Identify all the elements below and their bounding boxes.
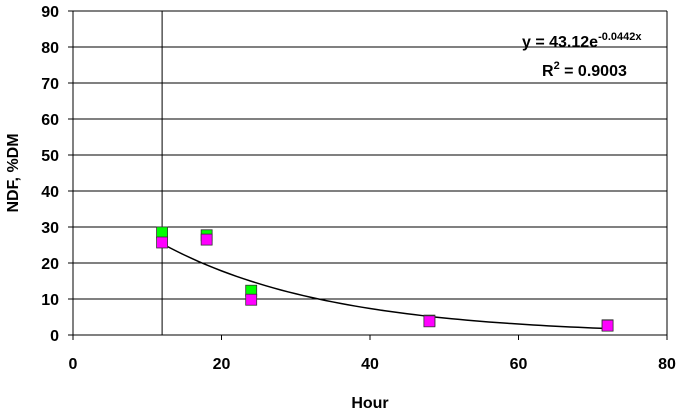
r-squared-exp: 2 bbox=[554, 60, 560, 72]
equation: y = 43.12e-0.0442x bbox=[522, 31, 642, 51]
r-squared: R2 = 0.9003 bbox=[542, 60, 627, 80]
y-tick-label: 80 bbox=[41, 40, 59, 57]
equation-exponent: -0.0442x bbox=[598, 31, 642, 43]
y-tick-label: 50 bbox=[41, 148, 59, 165]
y-tick-label: 40 bbox=[41, 184, 59, 201]
equation-main: y = 43.12e bbox=[522, 34, 598, 51]
x-tick-label: 60 bbox=[510, 356, 528, 373]
trendline bbox=[161, 243, 608, 330]
r-squared-r: R bbox=[542, 63, 554, 80]
x-tick-label: 80 bbox=[658, 356, 676, 373]
y-tick-label: 0 bbox=[50, 328, 59, 345]
point bbox=[245, 293, 258, 306]
y-tick-label: 10 bbox=[41, 292, 59, 309]
y-tick-label: 90 bbox=[41, 4, 59, 21]
point bbox=[200, 233, 213, 246]
x-tick-label: 40 bbox=[361, 356, 379, 373]
y-tick-label: 20 bbox=[41, 256, 59, 273]
point bbox=[423, 315, 436, 328]
y-tick-label: 30 bbox=[41, 220, 59, 237]
x-tick-label: 20 bbox=[213, 356, 231, 373]
y-axis-title: NDF, %DM bbox=[5, 133, 22, 212]
x-tick-label: 0 bbox=[69, 356, 78, 373]
point bbox=[156, 236, 169, 249]
x-axis-title: Hour bbox=[351, 395, 388, 412]
y-tick-label: 70 bbox=[41, 76, 59, 93]
y-tick-label: 60 bbox=[41, 112, 59, 129]
point bbox=[156, 226, 169, 239]
r-squared-value: = 0.9003 bbox=[560, 63, 627, 80]
point bbox=[601, 319, 614, 332]
